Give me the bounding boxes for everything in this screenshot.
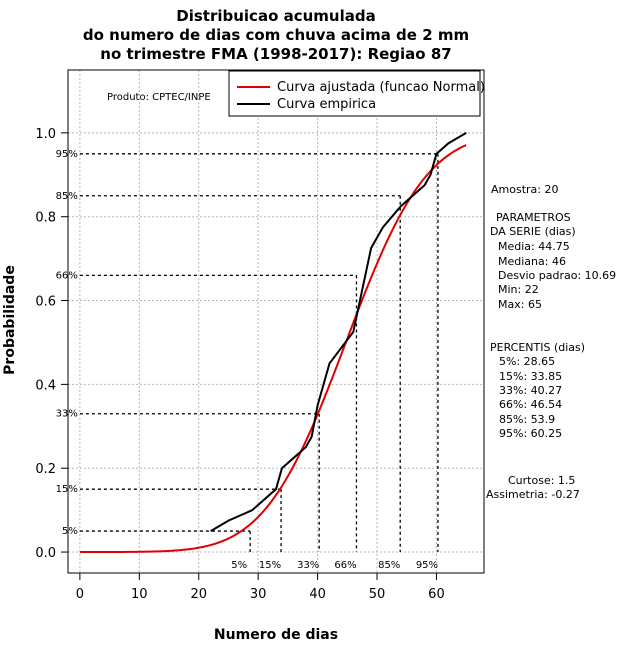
percentile-label-y: 66% xyxy=(56,270,78,281)
x-axis-label: Numero de dias xyxy=(214,627,338,643)
param-max: Max: 65 xyxy=(498,298,542,311)
params-header-2: DA SERIE (dias) xyxy=(490,225,576,238)
chart-title-line-1: Distribuicao acumulada xyxy=(176,7,375,25)
percentil-95: 95%: 60.25 xyxy=(499,427,562,440)
percentile-label-y: 95% xyxy=(56,149,78,160)
param-min: Min: 22 xyxy=(498,283,539,296)
percentil-33: 33%: 40.27 xyxy=(499,384,562,397)
percentil-5: 5%: 28.65 xyxy=(499,355,555,368)
empirical-curve xyxy=(210,132,467,532)
y-axis: 0.0 0.2 0.4 0.6 0.8 1.0 xyxy=(35,127,68,561)
y-tick-label: 1.0 xyxy=(35,127,56,142)
params-header-1: PARAMETROS xyxy=(496,211,571,224)
percentile-guides: 5% 5% 15% 15% 33% 33% 66% 66% 85% 85% 95% 95% xyxy=(56,149,439,571)
x-tick-label: 10 xyxy=(131,587,148,602)
param-mediana: Mediana: 46 xyxy=(498,255,566,268)
percentile-label-y: 5% xyxy=(62,526,78,537)
normal-fit-curve xyxy=(79,144,467,554)
x-tick-label: 20 xyxy=(190,587,207,602)
percentile-label-y: 15% xyxy=(56,484,78,495)
x-tick-label: 40 xyxy=(309,587,326,602)
percentile-label-x: 5% xyxy=(231,560,247,571)
param-desvio: Desvio padrao: 10.69 xyxy=(498,269,616,282)
x-tick-label: 30 xyxy=(250,587,267,602)
x-tick-label: 50 xyxy=(369,587,386,602)
legend-box xyxy=(228,70,481,117)
x-tick-label: 60 xyxy=(428,587,445,602)
percentile-label-y: 85% xyxy=(56,191,78,202)
legend-label-normal: Curva ajustada (funcao Normal) xyxy=(277,80,485,95)
percentile-label-x: 95% xyxy=(416,560,438,571)
percentil-66: 66%: 46.54 xyxy=(499,398,562,411)
percentile-label-x: 15% xyxy=(259,560,281,571)
percentile-label-x: 66% xyxy=(334,560,356,571)
percentil-15: 15%: 33.85 xyxy=(499,370,562,383)
plot-frame xyxy=(67,69,485,574)
x-tick-label: 0 xyxy=(76,587,84,602)
curves xyxy=(79,132,467,554)
legend: Curva ajustada (funcao Normal) Curva emp… xyxy=(228,70,485,117)
percentis-header: PERCENTIS (dias) xyxy=(490,341,585,354)
x-axis: 0 10 20 30 40 50 60 xyxy=(76,572,445,602)
chart-title-line-2: do numero de dias com chuva acima de 2 m… xyxy=(83,26,469,44)
percentile-label-x: 85% xyxy=(378,560,400,571)
grid xyxy=(68,70,484,573)
y-tick-label: 0.0 xyxy=(35,546,56,561)
percentile-label-y: 33% xyxy=(56,409,78,420)
stats-panel: Amostra: 20 PARAMETROS DA SERIE (dias) M… xyxy=(486,183,616,501)
percentile-label-x: 33% xyxy=(297,560,319,571)
chart-title-line-3: no trimestre FMA (1998-2017): Regiao 87 xyxy=(100,45,451,63)
y-tick-label: 0.2 xyxy=(35,462,56,477)
y-tick-label: 0.4 xyxy=(35,378,56,393)
kurtosis: Curtose: 1.5 xyxy=(508,474,575,487)
legend-label-empirical: Curva empirica xyxy=(277,97,376,112)
skewness: Assimetria: -0.27 xyxy=(486,488,580,501)
y-tick-label: 0.8 xyxy=(35,211,56,226)
param-media: Media: 44.75 xyxy=(498,240,570,253)
producer-note: Produto: CPTEC/INPE xyxy=(107,92,211,103)
y-axis-label: Probabilidade xyxy=(2,265,18,375)
percentil-85: 85%: 53.9 xyxy=(499,413,555,426)
y-tick-label: 0.6 xyxy=(35,295,56,310)
sample-size: Amostra: 20 xyxy=(491,183,558,196)
